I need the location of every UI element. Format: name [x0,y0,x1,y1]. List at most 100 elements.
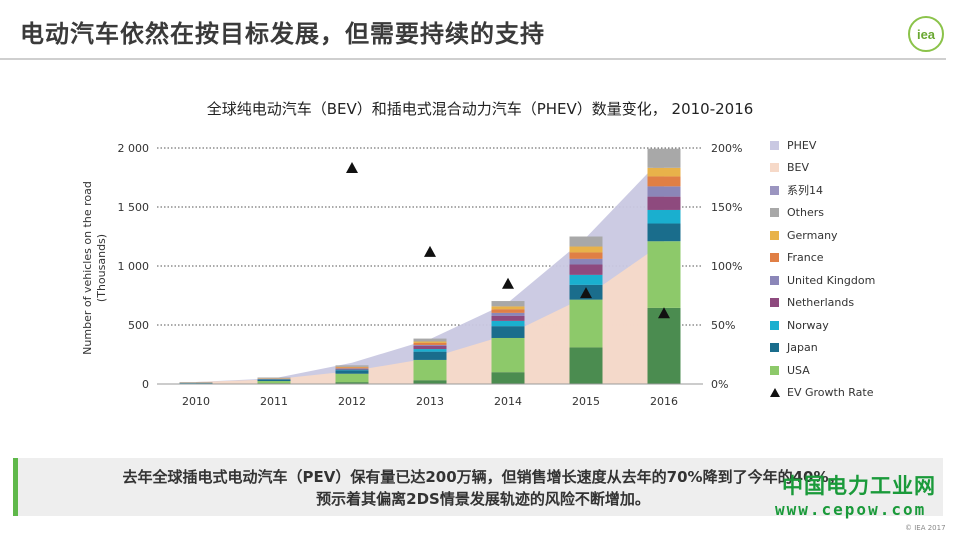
legend-swatch [770,320,779,330]
legend-swatch [770,208,779,218]
legend-swatch [770,298,779,308]
bar-netherlands-2014 [491,315,525,321]
bar-japan-2016 [647,223,681,242]
x-tick-label: 2016 [650,395,678,408]
legend-label: PHEV [787,138,817,152]
legend-swatch [770,253,779,263]
legend-item: Norway [770,314,875,337]
y-tick-label: 2 000 [118,142,150,155]
bar-usa-2013 [413,359,447,381]
bar-norway-2016 [647,209,681,224]
legend-item: BEV [770,157,875,180]
callout-box: 去年全球插电式电动汽车（PEV）保有量已达200万辆，但销售增长速度从去年的70… [13,458,943,516]
x-tick-label: 2010 [182,395,210,408]
legend-item: Germany [770,224,875,247]
legend-label: USA [787,363,810,377]
legend-swatch [770,230,779,240]
x-tick-label: 2013 [416,395,444,408]
bar-united-kingdom-2016 [647,186,681,197]
bar-china-2012 [335,382,369,384]
bar-france-2015 [569,252,603,259]
legend-swatch [770,140,779,150]
bar-france-2016 [647,176,681,187]
callout-line-2: 预示着其偏离2DS情景发展轨迹的风险不断增加。 [316,490,650,508]
bar-germany-2013 [413,341,447,343]
legend-label: Others [787,206,824,220]
legend-item: United Kingdom [770,269,875,292]
watermark-url: www.cepow.com [775,500,927,519]
bar-netherlands-2015 [569,264,603,275]
growth-rate-marker-2016 [658,307,670,319]
legend-label: Netherlands [787,296,855,310]
y2-tick-label: 200% [711,142,742,155]
triangle-marker-icon [770,388,780,398]
growth-rate-marker-2012 [346,162,358,174]
legend-item: Japan [770,337,875,360]
legend-label: Japan [787,341,818,355]
legend-item: PHEV [770,134,875,157]
legend-swatch [770,185,779,195]
x-tick-label: 2012 [338,395,366,408]
bar-usa-2012 [335,373,369,383]
chart-title: 全球纯电动汽车（BEV）和插电式混合动力汽车（PHEV）数量变化， 2010-2… [206,100,754,118]
y2-tick-label: 50% [711,319,735,332]
y-axis-label: Number of vehicles on the road(Thousands… [81,181,108,355]
legend-swatch [770,275,779,285]
legend-swatch [770,163,779,173]
bar-usa-2016 [647,241,681,308]
bar-norway-2013 [413,349,447,352]
y-tick-label: 1 500 [118,201,150,214]
header-divider [0,58,946,60]
chart-legend: PHEV BEV 系列14 Others Germany France United Kin… [770,134,875,404]
legend-item: USA [770,359,875,382]
y-tick-label: 1 000 [118,260,150,273]
bar-united-kingdom-2013 [413,344,447,346]
bar-others-2010 [179,381,213,383]
legend-label: 系列14 [787,184,823,198]
bar-japan-2012 [335,370,369,374]
legend-item: France [770,247,875,270]
growth-rate-marker-2013 [424,245,436,257]
bar-germany-2012 [335,366,369,368]
growth-rate-marker-2015 [580,287,592,299]
bar-germany-2014 [491,306,525,310]
y2-tick-label: 100% [711,260,742,273]
bar-netherlands-2012 [335,368,369,370]
bar-germany-2015 [569,246,603,253]
bar-others-2013 [413,338,447,342]
y2-tick-label: 150% [711,201,742,214]
area-bev [196,242,664,384]
legend-label: France [787,251,824,265]
bar-united-kingdom-2015 [569,258,603,265]
legend-item: EV Growth Rate [770,382,875,405]
legend-label: EV Growth Rate [787,386,874,400]
bar-france-2014 [491,309,525,313]
bar-united-kingdom-2014 [491,312,525,316]
bar-netherlands-2016 [647,196,681,210]
bar-china-2014 [491,372,525,384]
legend-swatch [770,343,779,353]
bar-others-2011 [257,377,291,379]
legend-label: BEV [787,161,810,175]
bar-norway-2012 [335,369,369,371]
bar-usa-2015 [569,299,603,348]
bar-china-2015 [569,347,603,384]
callout-line-1: 去年全球插电式电动汽车（PEV）保有量已达200万辆，但销售增长速度从去年的70… [122,468,844,486]
bar-germany-2016 [647,167,681,177]
bar-china-2013 [413,380,447,384]
bar-others-2016 [647,148,681,168]
bar-netherlands-2013 [413,345,447,350]
bar-china-2016 [647,307,681,384]
bar-others-2012 [335,365,369,367]
bar-others-2015 [569,236,603,247]
iea-logo: iea [908,16,944,52]
bar-norway-2014 [491,320,525,327]
x-tick-label: 2011 [260,395,288,408]
growth-rate-marker-2014 [502,277,514,289]
callout-accent-bar [13,458,18,516]
bar-norway-2015 [569,274,603,285]
bar-japan-2011 [257,379,291,382]
callout-text: 去年全球插电式电动汽车（PEV）保有量已达200万辆，但销售增长速度从去年的70… [43,466,923,510]
legend-swatch [770,365,779,375]
